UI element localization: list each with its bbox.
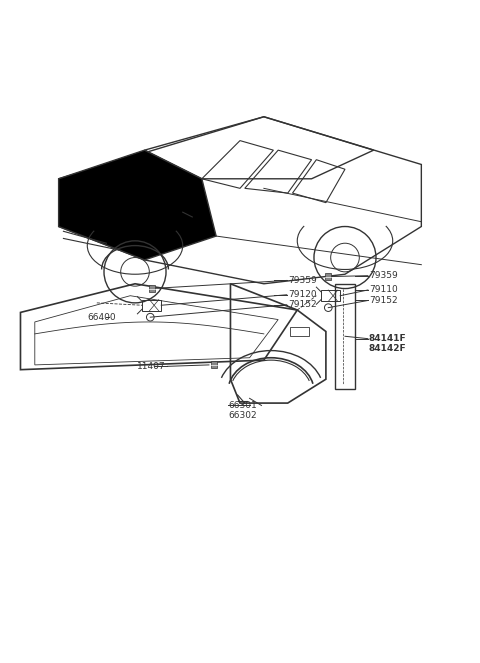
Text: 84142F: 84142F [369, 343, 407, 353]
Polygon shape [59, 150, 216, 260]
Text: 79110: 79110 [369, 286, 397, 294]
Bar [149, 285, 155, 292]
Text: 66302: 66302 [228, 410, 257, 420]
Text: 84141F: 84141F [369, 334, 407, 343]
Text: 79152: 79152 [369, 296, 397, 305]
Text: 66301: 66301 [228, 401, 257, 410]
Bar [211, 361, 216, 369]
Text: 79359: 79359 [288, 276, 316, 285]
Text: 79359: 79359 [369, 271, 397, 280]
Text: 79120: 79120 [288, 290, 316, 299]
Bar [290, 327, 309, 336]
Text: 66400: 66400 [87, 313, 116, 322]
Bar [325, 273, 331, 280]
Text: 79152: 79152 [288, 300, 316, 309]
Text: 11407: 11407 [137, 362, 166, 371]
